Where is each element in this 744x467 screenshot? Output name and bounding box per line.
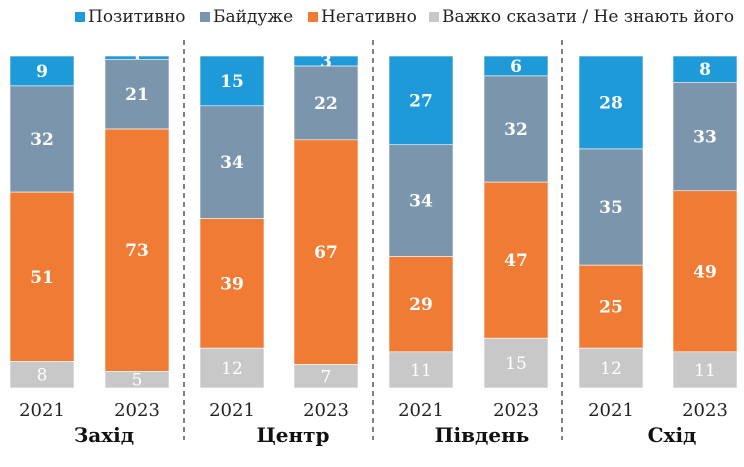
region-label: Центр xyxy=(256,423,329,447)
year-tick-label: 2023 xyxy=(303,400,349,421)
bar-segment xyxy=(104,128,170,372)
bar-segment xyxy=(388,144,454,257)
legend-label: Важко сказати / Не знають його xyxy=(442,7,734,27)
bar-segment xyxy=(199,55,265,107)
data-label: 12 xyxy=(221,359,243,379)
bar-segment xyxy=(199,105,265,219)
legend-label: Позитивно xyxy=(88,7,186,27)
year-tick-label: 2021 xyxy=(209,400,255,421)
bar-segment xyxy=(9,85,75,193)
bar-segment xyxy=(483,181,549,339)
data-label: 29 xyxy=(409,295,433,315)
legend-item: Байдуже xyxy=(200,7,293,27)
data-label: 35 xyxy=(599,198,623,218)
bar-segment xyxy=(672,55,738,83)
bar-segment xyxy=(9,191,75,362)
year-tick-label: 2023 xyxy=(114,400,160,421)
year-tick-label: 2021 xyxy=(588,400,634,421)
year-tick-label: 2023 xyxy=(682,400,728,421)
data-label: 33 xyxy=(693,128,717,148)
data-label: 8 xyxy=(699,60,711,80)
legend-swatch xyxy=(429,12,439,22)
bar-segment xyxy=(9,361,75,389)
data-label: 73 xyxy=(125,241,149,261)
legend-item: Негативно xyxy=(308,7,417,27)
data-label: 27 xyxy=(409,91,433,111)
data-label: 11 xyxy=(694,361,716,381)
data-label: 49 xyxy=(693,262,717,282)
year-tick-label: 2023 xyxy=(493,400,539,421)
bar-segment xyxy=(578,264,644,349)
bar-segment xyxy=(483,337,549,389)
data-label: 47 xyxy=(504,251,528,271)
year-tick-label: 2021 xyxy=(398,400,444,421)
bar-segment xyxy=(672,81,738,192)
bar-segment xyxy=(388,55,454,146)
data-label: 9 xyxy=(36,62,48,82)
data-label: 39 xyxy=(220,274,244,294)
bar-segment xyxy=(388,256,454,353)
data-label: 7 xyxy=(321,367,332,387)
bar-segment xyxy=(293,364,359,389)
data-label: 32 xyxy=(30,130,54,150)
data-label: 15 xyxy=(505,354,527,374)
bar-segment xyxy=(578,347,644,389)
data-label: 34 xyxy=(220,153,244,173)
data-label: 51 xyxy=(30,268,54,288)
region-label: Південь xyxy=(435,423,530,447)
legend-item: Важко сказати / Не знають його xyxy=(429,7,734,27)
bar-segment xyxy=(388,351,454,389)
legend-swatch xyxy=(75,12,85,22)
bar-segment xyxy=(483,75,549,183)
year-tick-label: 2021 xyxy=(19,400,65,421)
data-label: 67 xyxy=(314,243,338,263)
bar-segment xyxy=(672,190,738,353)
data-label: 32 xyxy=(504,120,528,140)
data-label: 34 xyxy=(409,192,433,212)
data-label: 5 xyxy=(132,371,143,391)
legend-label: Байдуже xyxy=(213,7,293,27)
data-label: 8 xyxy=(37,366,48,386)
bar-segment xyxy=(293,65,359,141)
bar-segment xyxy=(672,351,738,389)
data-label: 15 xyxy=(220,72,244,92)
data-label: 25 xyxy=(599,298,623,318)
bar-segment xyxy=(9,55,75,87)
data-label: 21 xyxy=(125,85,149,105)
legend-swatch xyxy=(308,12,318,22)
bar-segment xyxy=(104,371,170,389)
legend-label: Негативно xyxy=(321,7,417,27)
region-label: Захід xyxy=(74,423,134,447)
data-label: 3 xyxy=(320,52,332,72)
bar-segment xyxy=(578,148,644,266)
bar-segment xyxy=(199,347,265,389)
bar-segment xyxy=(293,139,359,365)
data-label: 1 xyxy=(131,49,143,69)
legend-item: Позитивно xyxy=(75,7,186,27)
data-label: 12 xyxy=(600,359,622,379)
data-label: 28 xyxy=(599,93,623,113)
data-label: 22 xyxy=(314,94,338,114)
region-label: Схід xyxy=(648,423,697,447)
data-label: 11 xyxy=(410,361,432,381)
data-label: 6 xyxy=(510,57,522,77)
legend-swatch xyxy=(200,12,210,22)
bar-segment xyxy=(104,59,170,130)
bar-segment xyxy=(578,55,644,150)
